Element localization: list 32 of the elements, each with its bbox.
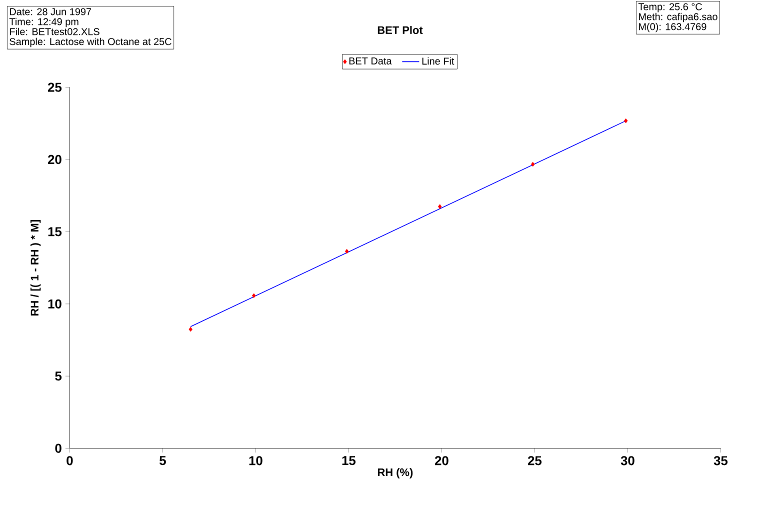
x-tick-label: 30 <box>620 456 634 466</box>
text: File: BETtest02.XLS <box>10 28 100 36</box>
text: M(0): 163.4769 <box>639 22 706 32</box>
point <box>252 293 256 298</box>
x-tick-label: 5 <box>160 456 166 466</box>
point <box>188 326 192 332</box>
x-tick-label: 20 <box>434 456 448 466</box>
text: Sample: Lactose with Octane at 25C <box>10 38 172 48</box>
text: Date: 28 Jun 1997 <box>10 8 92 16</box>
legend-label: Line Fit <box>422 57 454 65</box>
legend-label: BET Data <box>349 58 392 64</box>
chart-title: BET Plot <box>378 26 423 34</box>
y-tick-label: 5 <box>55 372 62 381</box>
x-axis-title: RH (%) <box>378 468 413 478</box>
y-tick-label: 25 <box>48 82 62 92</box>
y-tick-label: 15 <box>48 227 62 236</box>
x-tick-label: 35 <box>714 456 728 466</box>
y-tick-label: 10 <box>48 299 62 308</box>
text: Time: 12:49 pm <box>9 18 78 28</box>
x-tick-label: 25 <box>528 456 542 466</box>
x-tick-label: 15 <box>342 456 356 466</box>
point <box>344 248 349 254</box>
point <box>530 162 535 167</box>
text: Meth: cafipa6.sao <box>639 12 718 22</box>
y-axis-title: RH / [( 1 - RH ) * M] <box>30 220 41 316</box>
point <box>438 204 442 209</box>
x-tick-label: 10 <box>249 456 262 466</box>
y-tick-label: 0 <box>55 444 62 453</box>
y-tick-label: 20 <box>48 154 62 164</box>
x-tick-label: 0 <box>66 456 73 466</box>
point <box>624 118 628 124</box>
text: Temp: 25.6 °C <box>638 3 702 12</box>
